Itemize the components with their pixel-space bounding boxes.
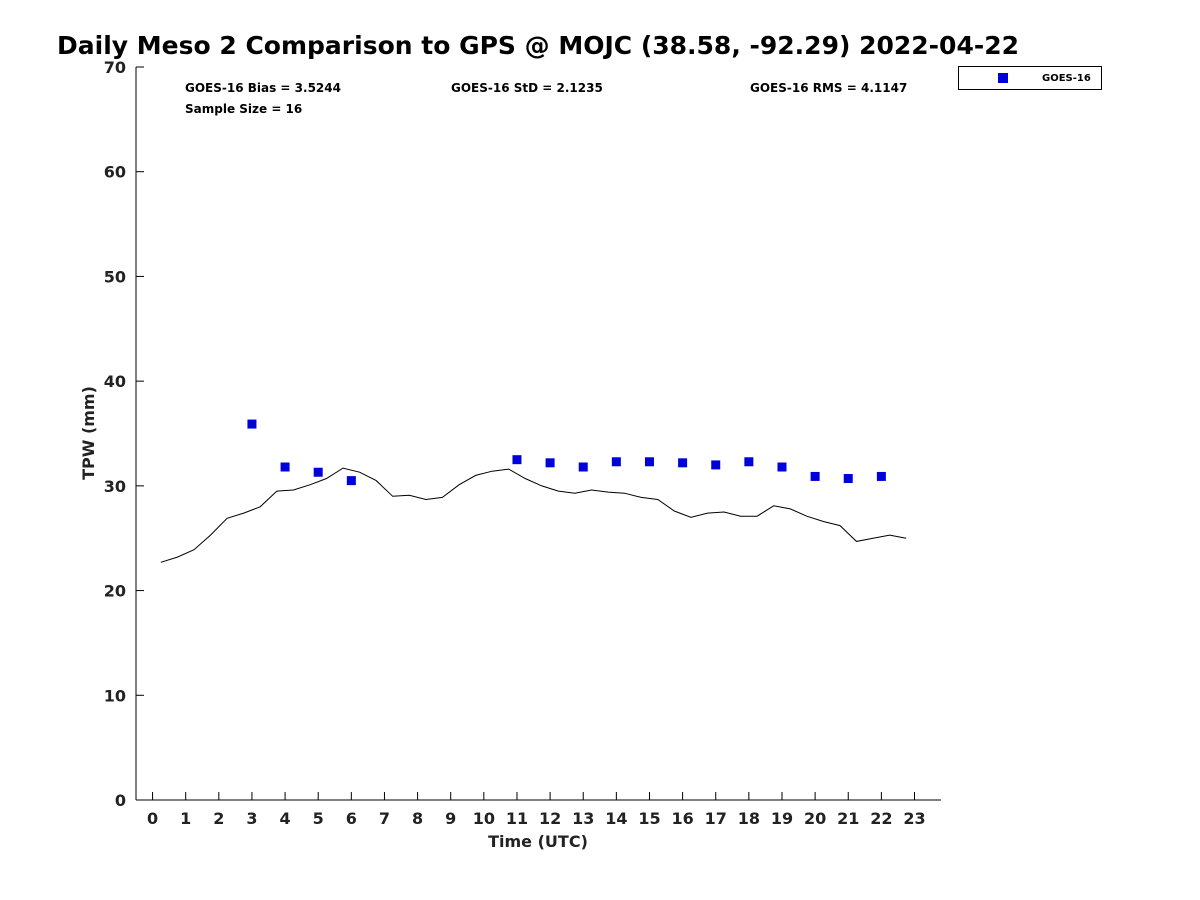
goes16-point [545,458,555,468]
goes16-point [611,457,621,467]
x-tick-label: 7 [379,809,390,828]
x-tick-label: 8 [412,809,423,828]
stat-std: GOES-16 StD = 2.1235 [451,81,603,95]
x-tick-label: 16 [671,809,693,828]
goes16-point [247,419,257,429]
gps-line-series [160,467,907,563]
goes16-point [313,467,323,477]
x-tick-label: 5 [313,809,324,828]
x-tick-label: 10 [473,809,495,828]
y-tick-label: 30 [104,477,126,496]
x-tick-label: 14 [605,809,627,828]
goes16-point [876,471,886,481]
legend-box [958,66,1102,90]
y-tick-label: 20 [104,582,126,601]
goes16-point [280,462,290,472]
y-axis-label: TPW (mm) [79,386,98,480]
x-tick-label: 22 [870,809,892,828]
x-tick-label: 23 [903,809,925,828]
goes16-point [711,460,721,470]
goes16-point [777,462,787,472]
x-tick-label: 1 [180,809,191,828]
x-tick-label: 21 [837,809,859,828]
goes16-point-series [247,419,886,486]
gps-line [160,467,907,563]
x-tick-label: 12 [539,809,561,828]
y-tick-label: 0 [115,791,126,810]
y-axis-ticks: 0 10 20 30 40 50 60 70 [104,58,144,810]
y-tick-label: 50 [104,267,126,286]
y-tick-label: 60 [104,163,126,182]
goes16-point [843,474,853,484]
axes [135,67,941,801]
x-tick-label: 11 [506,809,528,828]
goes16-point [744,457,754,467]
legend-marker [998,73,1008,83]
x-tick-label: 19 [771,809,793,828]
x-tick-label: 17 [705,809,727,828]
stat-rms: GOES-16 RMS = 4.1147 [750,81,907,95]
goes16-point [644,457,654,467]
goes16-point [678,458,688,468]
x-tick-label: 20 [804,809,826,828]
x-tick-label: 18 [738,809,760,828]
x-tick-label: 2 [213,809,224,828]
goes16-point [578,462,588,472]
goes16-point [512,455,522,465]
x-tick-label: 3 [246,809,257,828]
x-tick-label: 4 [280,809,291,828]
x-tick-label: 13 [572,809,594,828]
goes16-point [810,471,820,481]
x-tick-label: 15 [638,809,660,828]
chart-title: Daily Meso 2 Comparison to GPS @ MOJC (3… [57,31,1019,60]
y-tick-label: 70 [104,58,126,77]
y-tick-label: 10 [104,686,126,705]
x-tick-label: 6 [346,809,357,828]
y-tick-label: 40 [104,372,126,391]
stat-sample-size: Sample Size = 16 [185,102,302,116]
goes16-point [346,476,356,486]
x-tick-label: 0 [147,809,158,828]
stat-bias: GOES-16 Bias = 3.5244 [185,81,341,95]
x-axis-label: Time (UTC) [488,832,588,851]
x-axis-ticks: 0 1 2 3 4 5 6 7 8 9 10 11 12 13 14 15 16 17 18 19 20 21 22 23 [147,792,926,828]
legend-label-goes16: GOES-16 [1042,73,1091,84]
x-tick-label: 9 [445,809,456,828]
legend: GOES-16 [958,66,1102,90]
